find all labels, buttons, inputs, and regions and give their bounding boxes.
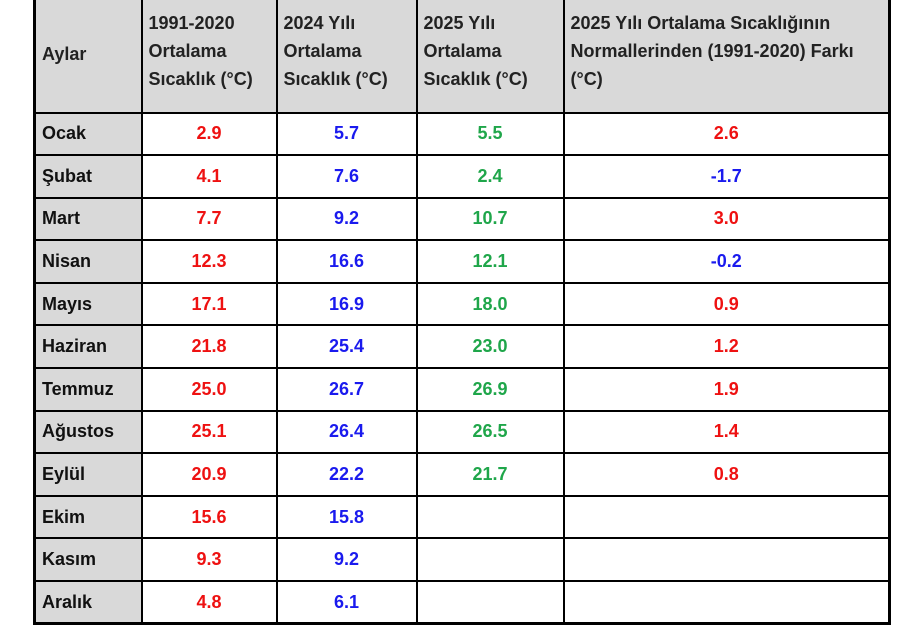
value-cell: 9.2: [275, 537, 418, 583]
table-row: Kasım 9.3 9.2: [33, 537, 891, 583]
value-cell: 2.9: [140, 111, 278, 157]
month-cell: Ocak: [33, 111, 143, 157]
temperature-table: Aylar 1991-2020 Ortalama Sıcaklık (°C) 202…: [33, 0, 891, 625]
value-cell: 16.6: [275, 239, 418, 284]
column-header: Aylar: [33, 0, 143, 114]
value-cell: 9.3: [140, 537, 278, 583]
value-cell: 12.1: [415, 239, 565, 284]
value-cell: -1.7: [562, 154, 891, 199]
month-cell: Eylül: [33, 452, 143, 497]
value-cell: -0.2: [562, 239, 891, 284]
value-cell: 15.6: [140, 494, 278, 540]
value-cell: 1.4: [562, 409, 891, 455]
value-cell: 10.7: [415, 196, 565, 242]
value-cell: 5.5: [415, 111, 565, 157]
value-cell: 26.9: [415, 367, 565, 412]
month-cell: Aralık: [33, 580, 143, 625]
empty-cell: [562, 494, 891, 540]
value-cell: 0.8: [562, 452, 891, 497]
value-cell: 25.4: [275, 324, 418, 370]
value-cell: 2.6: [562, 111, 891, 157]
table-row: Nisan 12.3 16.6 12.1 -0.2: [33, 239, 891, 284]
empty-cell: [562, 580, 891, 625]
value-cell: 0.9: [562, 281, 891, 327]
month-cell: Ekim: [33, 494, 143, 540]
column-header: 1991-2020 Ortalama Sıcaklık (°C): [140, 0, 278, 114]
month-cell: Şubat: [33, 154, 143, 199]
column-header: 2024 Yılı Ortalama Sıcaklık (°C): [275, 0, 418, 114]
value-cell: 23.0: [415, 324, 565, 370]
month-cell: Mart: [33, 196, 143, 242]
value-cell: 25.1: [140, 409, 278, 455]
value-cell: 2.4: [415, 154, 565, 199]
month-cell: Kasım: [33, 537, 143, 583]
table-row: Haziran 21.8 25.4 23.0 1.2: [33, 324, 891, 370]
table-row: Şubat 4.1 7.6 2.4 -1.7: [33, 154, 891, 199]
value-cell: 16.9: [275, 281, 418, 327]
table-row: Mart 7.7 9.2 10.7 3.0: [33, 196, 891, 242]
value-cell: 22.2: [275, 452, 418, 497]
month-cell: Nisan: [33, 239, 143, 284]
value-cell: 9.2: [275, 196, 418, 242]
table-row: Temmuz 25.0 26.7 26.9 1.9: [33, 367, 891, 412]
empty-cell: [562, 537, 891, 583]
month-cell: Mayıs: [33, 281, 143, 327]
value-cell: 15.8: [275, 494, 418, 540]
column-header: 2025 Yılı Ortalama Sıcaklığının Normalle…: [562, 0, 891, 114]
value-cell: 1.9: [562, 367, 891, 412]
value-cell: 25.0: [140, 367, 278, 412]
value-cell: 12.3: [140, 239, 278, 284]
table-row: Aralık 4.8 6.1: [33, 580, 891, 625]
value-cell: 7.6: [275, 154, 418, 199]
table-row: Ağustos 25.1 26.4 26.5 1.4: [33, 409, 891, 455]
value-cell: 20.9: [140, 452, 278, 497]
table-row: Ekim 15.6 15.8: [33, 494, 891, 540]
month-cell: Haziran: [33, 324, 143, 370]
value-cell: 26.7: [275, 367, 418, 412]
empty-cell: [415, 537, 565, 583]
value-cell: 3.0: [562, 196, 891, 242]
value-cell: 1.2: [562, 324, 891, 370]
page: Aylar 1991-2020 Ortalama Sıcaklık (°C) 202…: [33, 0, 891, 625]
column-header: 2025 Yılı Ortalama Sıcaklık (°C): [415, 0, 565, 114]
table-row: Mayıs 17.1 16.9 18.0 0.9: [33, 281, 891, 327]
value-cell: 4.8: [140, 580, 278, 625]
value-cell: 21.7: [415, 452, 565, 497]
empty-cell: [415, 494, 565, 540]
month-cell: Ağustos: [33, 409, 143, 455]
value-cell: 26.4: [275, 409, 418, 455]
empty-cell: [415, 580, 565, 625]
value-cell: 6.1: [275, 580, 418, 625]
value-cell: 21.8: [140, 324, 278, 370]
value-cell: 17.1: [140, 281, 278, 327]
month-cell: Temmuz: [33, 367, 143, 412]
value-cell: 4.1: [140, 154, 278, 199]
table-row: Eylül 20.9 22.2 21.7 0.8: [33, 452, 891, 497]
value-cell: 5.7: [275, 111, 418, 157]
value-cell: 26.5: [415, 409, 565, 455]
table-row: Ocak 2.9 5.7 5.5 2.6: [33, 111, 891, 157]
header-row: Aylar 1991-2020 Ortalama Sıcaklık (°C) 202…: [33, 0, 891, 114]
value-cell: 7.7: [140, 196, 278, 242]
value-cell: 18.0: [415, 281, 565, 327]
